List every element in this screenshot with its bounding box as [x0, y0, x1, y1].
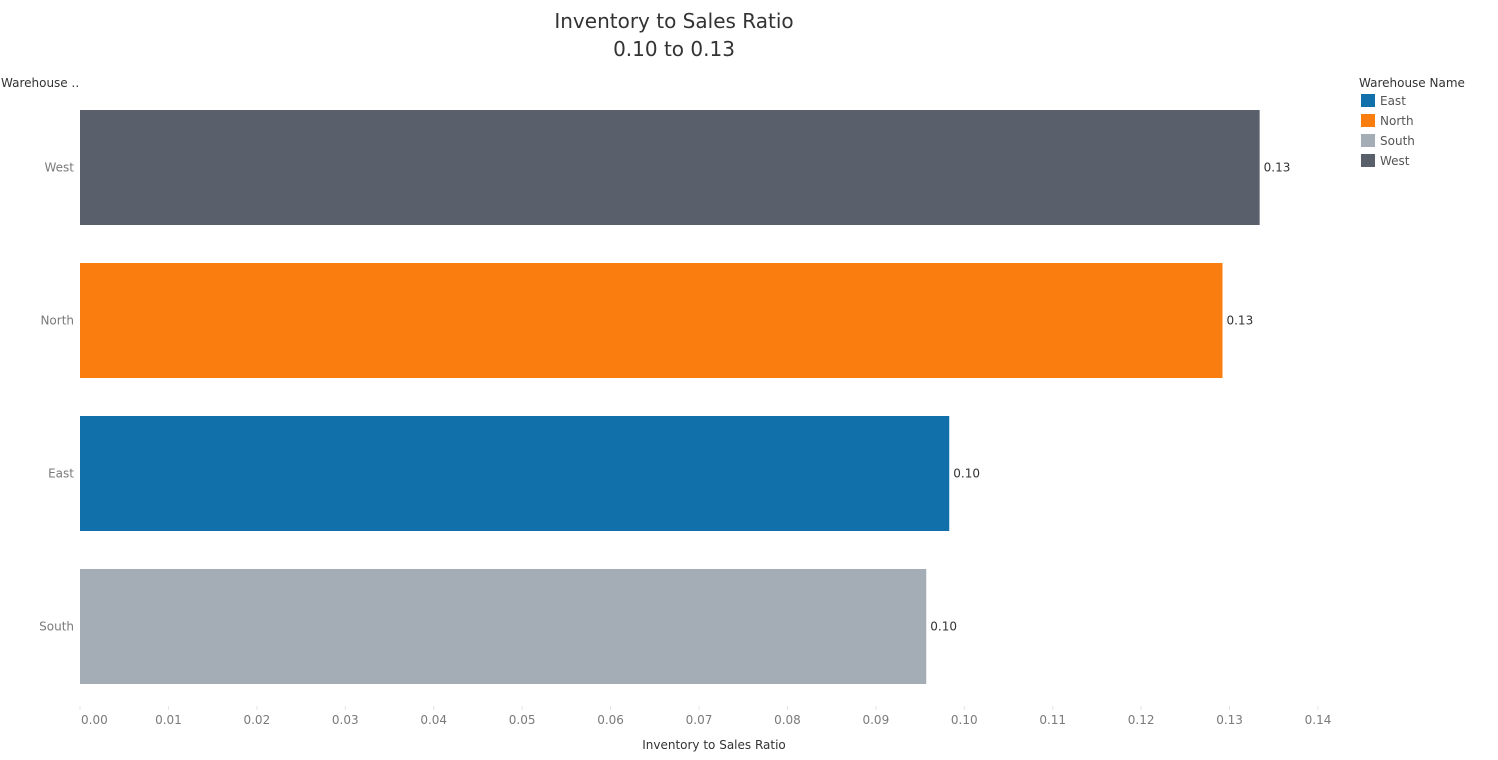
bar-south[interactable] — [80, 569, 926, 684]
x-tick-label: 0.00 — [81, 713, 108, 727]
data-label-east: 0.10 — [953, 467, 980, 481]
legend-swatch-north[interactable] — [1361, 114, 1375, 127]
category-label-east: East — [48, 467, 74, 481]
x-tick-label: 0.08 — [774, 713, 801, 727]
legend-swatch-east[interactable] — [1361, 94, 1375, 107]
legend-label-north[interactable]: North — [1380, 114, 1414, 128]
x-tick-label: 0.11 — [1039, 713, 1066, 727]
x-axis-title: Inventory to Sales Ratio — [642, 738, 786, 752]
legend-swatch-south[interactable] — [1361, 134, 1375, 147]
chart-subtitle: 0.10 to 0.13 — [613, 37, 735, 61]
x-tick-label: 0.13 — [1216, 713, 1243, 727]
x-tick-label: 0.14 — [1305, 713, 1332, 727]
category-label-south: South — [39, 620, 74, 634]
x-tick-label: 0.03 — [332, 713, 359, 727]
bar-east[interactable] — [80, 416, 949, 531]
x-tick-label: 0.09 — [862, 713, 889, 727]
category-label-west: West — [44, 161, 74, 175]
x-tick-label: 0.04 — [420, 713, 447, 727]
data-label-south: 0.10 — [930, 620, 957, 634]
row-header: Warehouse .. — [1, 76, 79, 90]
bar-north[interactable] — [80, 263, 1222, 378]
x-tick-label: 0.07 — [686, 713, 713, 727]
bar-west[interactable] — [80, 110, 1260, 225]
legend-swatch-west[interactable] — [1361, 154, 1375, 167]
legend-label-south[interactable]: South — [1380, 134, 1415, 148]
bars-group: West 0.13 North 0.13 East 0.10 South 0.10 — [39, 110, 1290, 684]
data-label-north: 0.13 — [1226, 314, 1253, 328]
legend-label-west[interactable]: West — [1380, 154, 1410, 168]
x-tick-label: 0.01 — [155, 713, 182, 727]
legend-label-east[interactable]: East — [1380, 94, 1406, 108]
x-axis-ticks: 0.00 0.01 0.02 0.03 0.04 0.05 0.06 0.07 0.08 0.09… — [80, 704, 1331, 727]
legend-title: Warehouse Name — [1359, 76, 1465, 90]
category-label-north: North — [40, 314, 74, 328]
x-tick-label: 0.02 — [243, 713, 270, 727]
x-tick-label: 0.05 — [509, 713, 536, 727]
legend: Warehouse Name East North South West — [1359, 76, 1465, 168]
x-tick-label: 0.10 — [951, 713, 978, 727]
x-tick-label: 0.06 — [597, 713, 624, 727]
x-tick-label: 0.12 — [1128, 713, 1155, 727]
chart-title: Inventory to Sales Ratio — [554, 9, 793, 33]
data-label-west: 0.13 — [1264, 161, 1291, 175]
